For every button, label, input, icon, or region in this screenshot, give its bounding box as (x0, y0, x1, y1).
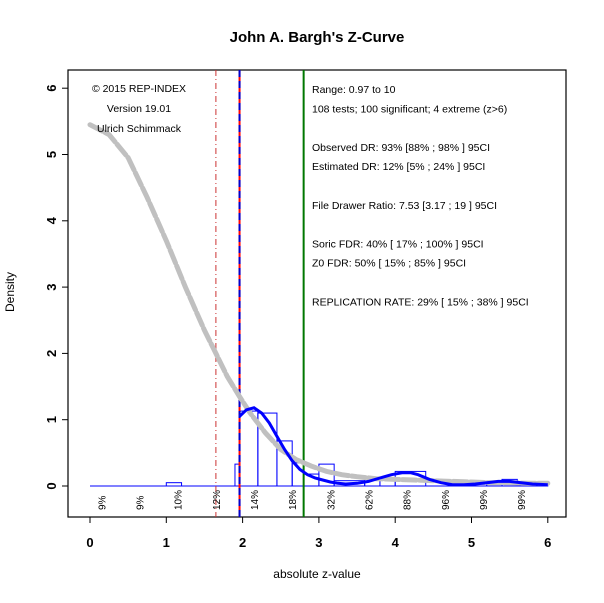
power-label: 32% (326, 490, 337, 510)
chart-title: John A. Bargh's Z-Curve (230, 29, 405, 46)
annotation-right: Observed DR: 93% [88% ; 98% ] 95CI (312, 142, 490, 154)
y-tick-label: 0 (44, 482, 59, 489)
x-axis-title: absolute z-value (273, 567, 361, 581)
power-label: 62% (364, 490, 375, 510)
y-tick-label: 3 (44, 283, 59, 290)
power-label: 9% (136, 495, 147, 510)
x-tick-label: 6 (544, 535, 551, 550)
power-label: 18% (288, 490, 299, 510)
x-tick-label: 3 (315, 535, 322, 550)
y-tick-label: 5 (44, 151, 59, 158)
plot-frame (67, 69, 567, 518)
y-tick-label: 6 (44, 85, 59, 92)
annotation-right: Z0 FDR: 50% [ 15% ; 85% ] 95CI (312, 258, 466, 270)
density-curve-blue (238, 406, 548, 487)
x-tick-label: 1 (163, 535, 170, 550)
power-label: 9% (97, 495, 108, 510)
y-axis-title: Density (3, 272, 17, 312)
annotation-left: Version 19.01 (107, 103, 171, 115)
power-label: 88% (403, 490, 414, 510)
power-label: 14% (250, 490, 261, 510)
x-tick-label: 2 (239, 535, 246, 550)
annotation-left: © 2015 REP-INDEX (92, 83, 186, 95)
x-tick-label: 4 (392, 535, 400, 550)
density-curve-gray (87, 122, 551, 486)
x-tick-label: 5 (468, 535, 475, 550)
x-tick-label: 0 (86, 535, 93, 550)
power-label: 99% (479, 490, 490, 510)
power-label: 12% (212, 490, 223, 510)
annotation-right: REPLICATION RATE: 29% [ 15% ; 38% ] 95CI (312, 296, 529, 308)
annotation-right: Soric FDR: 40% [ 17% ; 100% ] 95CI (312, 238, 484, 250)
annotation-right: File Drawer Ratio: 7.53 [3.17 ; 19 ] 95C… (312, 200, 497, 212)
annotation-right: Range: 0.97 to 10 (312, 84, 396, 96)
annotation-left: Ulrich Schimmack (97, 123, 182, 135)
y-tick-label: 4 (44, 216, 59, 224)
power-label: 10% (174, 490, 185, 510)
histogram-bar (165, 482, 183, 487)
power-label: 96% (441, 490, 452, 510)
annotation-right: Estimated DR: 12% [5% ; 24% ] 95CI (312, 161, 485, 173)
annotation-right: 108 tests; 100 significant; 4 extreme (z… (312, 103, 507, 115)
y-tick-label: 2 (44, 350, 59, 357)
plot-area: 0 1 2 3 4 5 6 0 1 2 3 4 5 6 9% 9% 10% 12% 14% 18% 32% 62% 88% 9… (44, 69, 567, 550)
y-tick-label: 1 (44, 416, 59, 423)
power-label: 99% (517, 490, 528, 510)
